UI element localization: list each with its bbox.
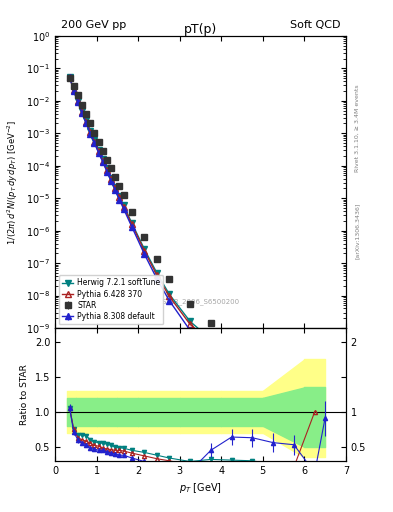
Pythia 6.428 370 — [271, 386, 275, 392]
Herwig 7.2.1 softTune — [142, 246, 147, 252]
Herwig 7.2.1 softTune — [105, 165, 109, 172]
Pythia 6.428 370 — [88, 129, 93, 135]
Pythia 6.428 370 — [121, 203, 126, 209]
Herwig 7.2.1 softTune — [229, 353, 234, 359]
Herwig 7.2.1 softTune — [312, 413, 317, 419]
Herwig 7.2.1 softTune — [72, 87, 76, 93]
Herwig 7.2.1 softTune — [101, 156, 105, 162]
Pythia 6.428 370 — [188, 321, 193, 327]
Line: Herwig 7.2.1 softTune: Herwig 7.2.1 softTune — [67, 74, 318, 418]
Herwig 7.2.1 softTune — [117, 193, 122, 199]
Pythia 6.428 370 — [92, 139, 97, 145]
Y-axis label: $1/(2\pi)\,d^2N/(p_T\,dy\,dp_T)$ [GeV$^{-2}$]: $1/(2\pi)\,d^2N/(p_T\,dy\,dp_T)$ [GeV$^{… — [6, 119, 20, 245]
Pythia 6.428 370 — [113, 185, 118, 191]
Pythia 6.428 370 — [72, 87, 76, 93]
X-axis label: $p_T$ [GeV]: $p_T$ [GeV] — [179, 481, 222, 495]
Herwig 7.2.1 softTune — [121, 202, 126, 208]
Title: pT(p): pT(p) — [184, 23, 217, 36]
Herwig 7.2.1 softTune — [96, 146, 101, 153]
Pythia 6.428 370 — [130, 221, 134, 227]
Herwig 7.2.1 softTune — [80, 108, 84, 114]
Herwig 7.2.1 softTune — [167, 291, 172, 297]
Pythia 6.428 370 — [96, 148, 101, 154]
Herwig 7.2.1 softTune — [92, 137, 97, 143]
Herwig 7.2.1 softTune — [130, 220, 134, 226]
Pythia 6.428 370 — [117, 195, 122, 201]
Text: Soft QCD: Soft QCD — [290, 20, 340, 30]
Herwig 7.2.1 softTune — [67, 74, 72, 80]
Pythia 6.428 370 — [67, 74, 72, 80]
Herwig 7.2.1 softTune — [109, 175, 114, 181]
Pythia 6.428 370 — [142, 248, 147, 254]
Pythia 6.428 370 — [167, 293, 172, 300]
Herwig 7.2.1 softTune — [113, 184, 118, 190]
Herwig 7.2.1 softTune — [84, 117, 88, 123]
Herwig 7.2.1 softTune — [208, 336, 213, 343]
Pythia 6.428 370 — [154, 272, 159, 278]
Pythia 6.428 370 — [105, 167, 109, 173]
Herwig 7.2.1 softTune — [88, 127, 93, 134]
Text: Rivet 3.1.10, ≥ 3.4M events: Rivet 3.1.10, ≥ 3.4M events — [355, 84, 360, 172]
Herwig 7.2.1 softTune — [75, 98, 80, 104]
Line: Pythia 6.428 370: Pythia 6.428 370 — [67, 74, 318, 420]
Text: 200 GeV pp: 200 GeV pp — [61, 20, 126, 30]
Y-axis label: Ratio to STAR: Ratio to STAR — [20, 364, 29, 425]
Herwig 7.2.1 softTune — [271, 384, 275, 390]
Herwig 7.2.1 softTune — [250, 369, 255, 375]
Pythia 6.428 370 — [80, 109, 84, 115]
Herwig 7.2.1 softTune — [292, 398, 296, 404]
Pythia 6.428 370 — [75, 98, 80, 104]
Herwig 7.2.1 softTune — [188, 318, 193, 325]
Herwig 7.2.1 softTune — [154, 270, 159, 276]
Legend: Herwig 7.2.1 softTune, Pythia 6.428 370, STAR, Pythia 8.308 default: Herwig 7.2.1 softTune, Pythia 6.428 370,… — [59, 275, 163, 324]
Text: STAR_2006_S6500200: STAR_2006_S6500200 — [162, 298, 239, 305]
Pythia 6.428 370 — [84, 119, 88, 125]
Pythia 6.428 370 — [292, 400, 296, 407]
Pythia 6.428 370 — [229, 355, 234, 361]
Text: [arXiv:1306.3436]: [arXiv:1306.3436] — [355, 202, 360, 259]
Pythia 6.428 370 — [208, 338, 213, 345]
Pythia 6.428 370 — [109, 176, 114, 182]
Pythia 6.428 370 — [250, 370, 255, 376]
Pythia 6.428 370 — [312, 414, 317, 420]
Pythia 6.428 370 — [101, 158, 105, 164]
